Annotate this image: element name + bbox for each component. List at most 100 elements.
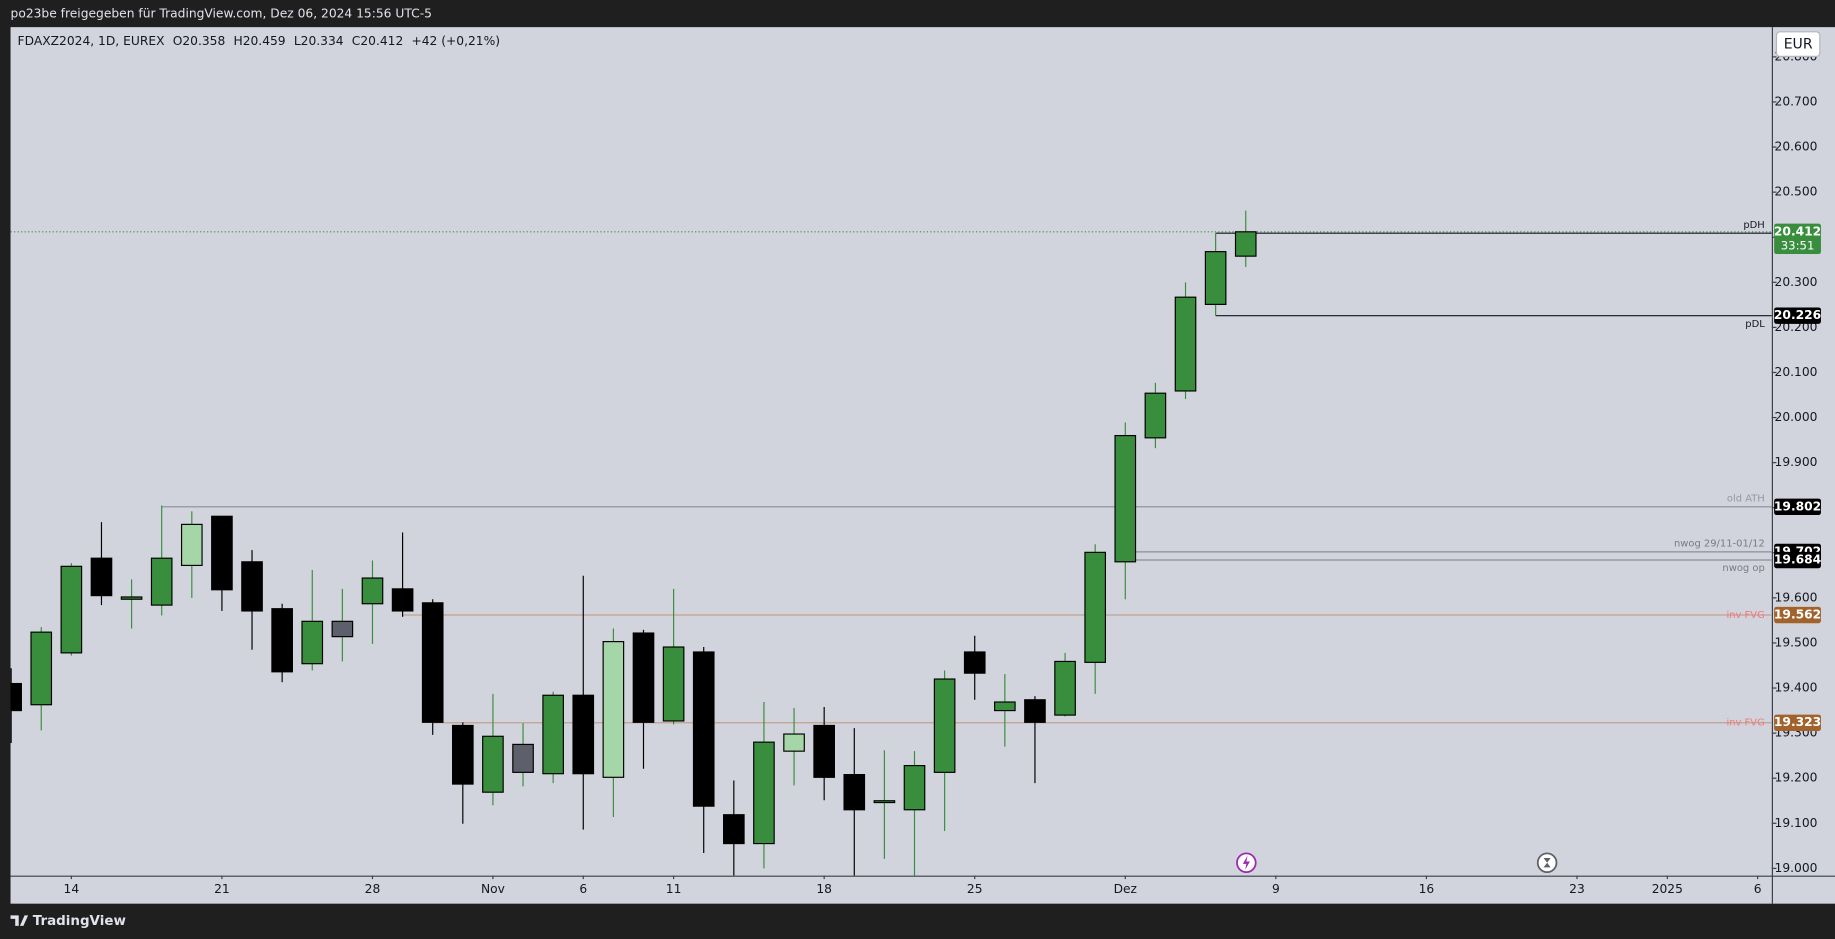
session-icon[interactable]: [1536, 852, 1558, 873]
footer-logo: TradingView: [10, 914, 126, 929]
candle-body: [662, 646, 685, 722]
candle-body: [120, 596, 143, 600]
x-tick-label: 14: [64, 882, 80, 896]
countdown-label: 33:51: [1781, 238, 1815, 252]
candle-body: [60, 565, 83, 654]
currency-button[interactable]: EUR: [1775, 31, 1821, 57]
y-tick-label: 20.600: [1775, 140, 1818, 154]
candle-body: [692, 651, 715, 807]
legend-item: H20.459: [233, 34, 285, 48]
candle-body: [873, 800, 896, 804]
candle-body: [723, 814, 745, 845]
price-label-box: [1774, 714, 1821, 731]
x-tick-label: 23: [1569, 882, 1585, 896]
candle-body: [451, 724, 474, 785]
candle-body: [1144, 392, 1167, 439]
price-labels: 20.22619.80219.70219.68419.56219.32320.4…: [1774, 223, 1821, 731]
candle-body: [391, 588, 414, 612]
price-label-box: [1774, 498, 1821, 516]
x-tick-label: 18: [816, 882, 832, 896]
candle-body: [90, 557, 113, 597]
plot-area: pDH pDL old ATH nwog 29/11-01/12 nwog op inv …: [10, 210, 1772, 876]
candle-body: [1174, 296, 1197, 392]
price-label: 19.802: [1774, 499, 1821, 513]
level-label: inv FVG: [1726, 718, 1764, 729]
candle-body: [1114, 434, 1137, 563]
x-tick-label: 9: [1272, 882, 1280, 896]
y-tick-label: 19.100: [1775, 816, 1818, 830]
candle-body: [813, 724, 835, 778]
candle-body: [1054, 660, 1076, 716]
x-tick-label: 28: [365, 882, 381, 896]
level-label: pDL: [1745, 319, 1765, 330]
price-label: 19.323: [1774, 715, 1821, 729]
candle-body: [1024, 699, 1046, 723]
y-tick-label: 19.900: [1775, 455, 1818, 469]
footer-brand: TradingView: [33, 914, 126, 929]
candle-body: [1234, 231, 1257, 257]
price-label-box: [1774, 606, 1821, 624]
last-price-box: [1774, 223, 1821, 255]
share-caption: po23be freigegeben für TradingView.com, …: [11, 7, 432, 21]
candle-body: [753, 741, 775, 845]
legend-item: FDAXZ2024, 1D, EUREX: [18, 34, 166, 48]
x-tick-label: Dez: [1114, 882, 1137, 896]
chart-panel: [10, 27, 1835, 904]
y-tick-label: 19.600: [1775, 590, 1818, 604]
currency-label[interactable]: EUR: [1784, 37, 1813, 53]
candle-body: [843, 774, 866, 811]
candle-body: [10, 682, 22, 712]
candle-body: [180, 523, 203, 567]
event-icon[interactable]: [1236, 852, 1257, 873]
level-label: inv FVG: [1726, 610, 1764, 621]
price-label-box: [1774, 307, 1821, 324]
candle-body: [331, 620, 354, 638]
candle-body: [421, 602, 444, 723]
legend-item: L20.334: [294, 34, 344, 48]
x-tick-label: 21: [214, 882, 230, 896]
lightning-glyph: [1242, 855, 1250, 870]
y-tick-label: 19.500: [1775, 635, 1818, 649]
candle-body: [1084, 551, 1107, 663]
candle-body: [1204, 251, 1227, 305]
x-tick-label: 11: [666, 882, 682, 896]
x-tick-label: 6: [1754, 882, 1762, 896]
y-tick-label: 20.100: [1775, 365, 1818, 379]
y-tick-label: 20.700: [1775, 94, 1818, 108]
level-label: nwog op: [1722, 563, 1764, 574]
candle-body: [241, 561, 263, 612]
price-label: 20.226: [1774, 308, 1821, 322]
candle-body: [602, 641, 625, 778]
x-tick-label: 25: [967, 882, 983, 896]
level-label: old ATH: [1727, 494, 1765, 505]
candle-body: [271, 608, 293, 673]
price-label: 19.684: [1774, 553, 1821, 567]
candle-body: [301, 620, 324, 665]
legend-item: +42 (+0,21%): [411, 34, 500, 48]
candle-body: [482, 735, 504, 793]
x-tick-label: Nov: [481, 882, 505, 896]
symbol-legend: FDAXZ2024, 1D, EUREX O20.358 H20.459 L20.33…: [18, 34, 501, 48]
last-price-label: 20.412: [1774, 224, 1821, 238]
y-tick-label: 19.000: [1775, 861, 1818, 875]
x-tick-label: 6: [579, 882, 587, 896]
y-tick-label: 20.300: [1775, 275, 1818, 289]
y-tick-label: 19.200: [1775, 771, 1818, 785]
candle-body: [211, 515, 233, 591]
level-label: pDH: [1743, 220, 1764, 231]
currency-button-box[interactable]: [1775, 31, 1821, 57]
y-tick-label: 19.400: [1775, 681, 1818, 695]
candle-body: [632, 632, 655, 723]
candle-body: [30, 631, 53, 706]
candle-body: [903, 765, 926, 811]
price-label-box: [1774, 551, 1821, 569]
x-tick-label: 2025: [1652, 882, 1683, 896]
candle-body: [361, 577, 384, 605]
candle-body: [150, 557, 173, 606]
legend-item: C20.412: [352, 34, 403, 48]
logo-mark: [10, 915, 29, 926]
y-tick-label: 20.000: [1775, 410, 1818, 424]
hourglass-icon[interactable]: [1536, 852, 1558, 873]
